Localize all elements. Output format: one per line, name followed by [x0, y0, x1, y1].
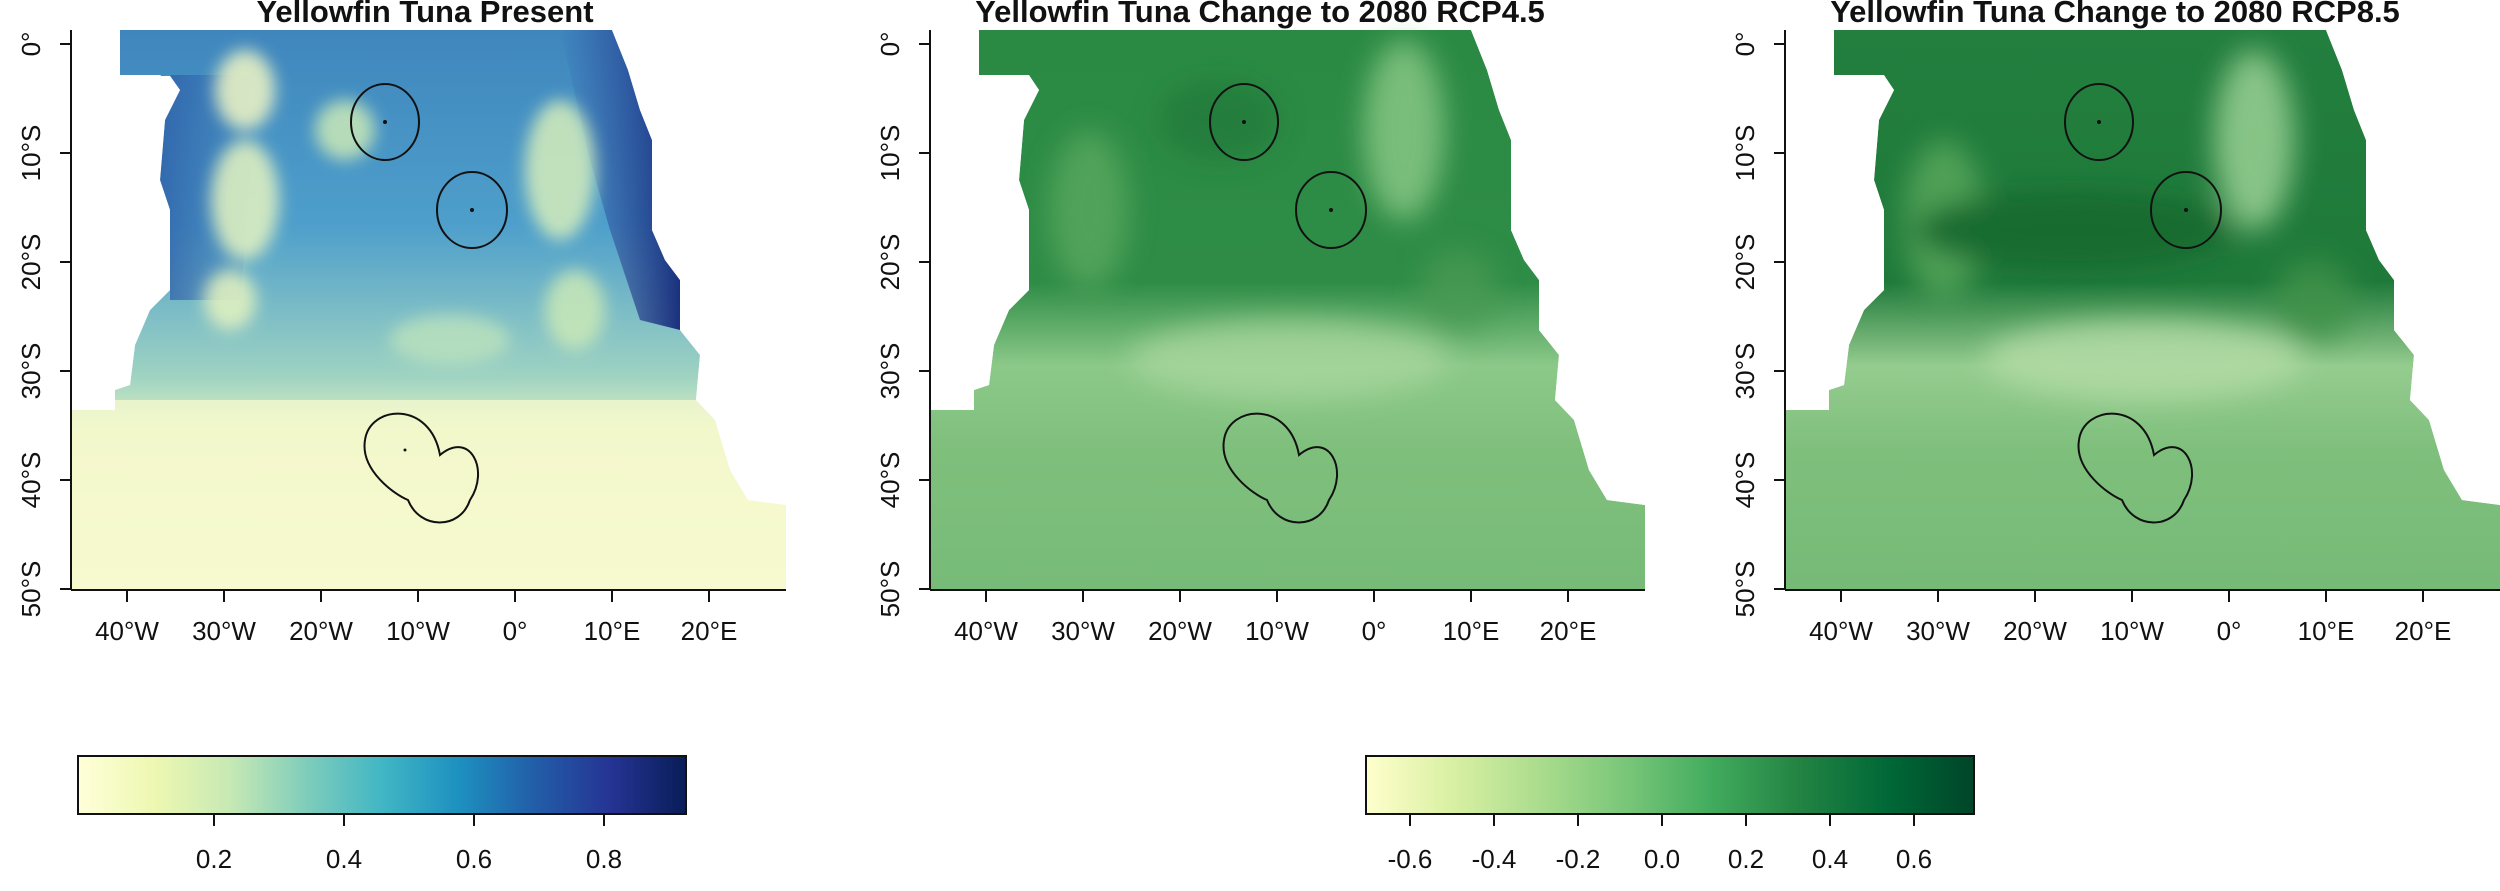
lon-tick-label: 20°W	[1148, 616, 1212, 646]
colorbar-tick-label: -0.2	[1556, 844, 1601, 874]
colorbar-tick-label: 0.4	[1812, 844, 1848, 874]
colorbar-tick-label: 0.2	[1728, 844, 1764, 874]
lon-tick-label: 20°W	[2003, 616, 2067, 646]
map-panel-rcp45: 0° 10°S 20°S 30°S 40°S 50°S 40°W 30°W 20…	[875, 30, 1645, 646]
region-outlines	[2064, 83, 2222, 524]
colorbar-tick-label: 0.8	[586, 844, 622, 874]
colorbar-tick-label: -0.6	[1388, 844, 1433, 874]
lon-tick-label: 30°W	[1051, 616, 1115, 646]
colorbar-tick-label: 0.2	[196, 844, 232, 874]
map-title-rcp85: Yellowfin Tuna Change to 2080 RCP8.5	[1830, 0, 2400, 29]
lon-tick-label: 0°	[1362, 616, 1387, 646]
lon-tick-label: 10°W	[386, 616, 450, 646]
lat-tick-label: 40°S	[875, 452, 905, 509]
lon-tick-label: 10°E	[2298, 616, 2355, 646]
colorbar-tick-label: 0.4	[326, 844, 362, 874]
lat-tick-label: 20°S	[16, 234, 46, 291]
lat-tick-label: 20°S	[875, 234, 905, 291]
map-title-present: Yellowfin Tuna Present	[256, 0, 594, 29]
region-outlines	[1209, 83, 1367, 524]
lat-tick-label: 10°S	[1730, 125, 1760, 182]
map-title-rcp45: Yellowfin Tuna Change to 2080 RCP4.5	[975, 0, 1545, 29]
lat-tick-label: 0°	[16, 32, 46, 57]
map-panel-rcp85: 0° 10°S 20°S 30°S 40°S 50°S 40°W 30°W 20…	[1730, 30, 2500, 646]
site-marker	[383, 120, 387, 124]
lat-tick-label: 0°	[875, 32, 905, 57]
colorbar-tick-label: -0.4	[1472, 844, 1517, 874]
ocean-layer	[71, 30, 786, 590]
lat-tick-label: 10°S	[875, 125, 905, 182]
lon-tick-label: 30°W	[1906, 616, 1970, 646]
lat-tick-label: 0°	[1730, 32, 1760, 57]
lon-tick-label: 10°E	[584, 616, 641, 646]
lat-tick-label: 10°S	[16, 125, 46, 182]
lon-tick-label: 40°W	[1809, 616, 1873, 646]
lat-tick-label: 50°S	[875, 561, 905, 618]
site-marker	[403, 448, 407, 452]
lon-tick-label: 10°W	[1245, 616, 1309, 646]
lon-axis-present	[71, 589, 786, 602]
lon-tick-label: 10°W	[2100, 616, 2164, 646]
lon-tick-label: 40°W	[954, 616, 1018, 646]
colorbar-tick-label: 0.6	[456, 844, 492, 874]
lat-tick-label: 40°S	[16, 452, 46, 509]
lat-axis-present	[60, 30, 72, 590]
lat-tick-label: 50°S	[1730, 561, 1760, 618]
lon-tick-label: 0°	[2217, 616, 2242, 646]
lon-tick-label: 40°W	[95, 616, 159, 646]
lon-tick-label: 20°E	[2395, 616, 2452, 646]
lat-tick-label: 30°S	[16, 343, 46, 400]
map-panel-present	[71, 30, 786, 590]
colorbar-change: -0.6 -0.4 -0.2 0.0 0.2 0.4 0.6	[1365, 755, 1975, 874]
lat-tick-label: 20°S	[1730, 234, 1760, 291]
lat-tick-label: 50°S	[16, 561, 46, 618]
lon-tick-label: 20°W	[289, 616, 353, 646]
lon-tick-label: 30°W	[192, 616, 256, 646]
colorbar-tick-label: 0.0	[1644, 844, 1680, 874]
colorbar-tick-label: 0.6	[1896, 844, 1932, 874]
lon-tick-label: 20°E	[681, 616, 738, 646]
lat-tick-label: 30°S	[1730, 343, 1760, 400]
region-outlines	[350, 83, 508, 524]
colorbar-present: 0.2 0.4 0.6 0.8	[77, 755, 687, 874]
lon-tick-label: 20°E	[1540, 616, 1597, 646]
lon-tick-label: 0°	[503, 616, 528, 646]
lat-tick-label: 30°S	[875, 343, 905, 400]
lat-tick-label: 40°S	[1730, 452, 1760, 509]
lon-tick-label: 10°E	[1443, 616, 1500, 646]
site-marker	[470, 208, 474, 212]
